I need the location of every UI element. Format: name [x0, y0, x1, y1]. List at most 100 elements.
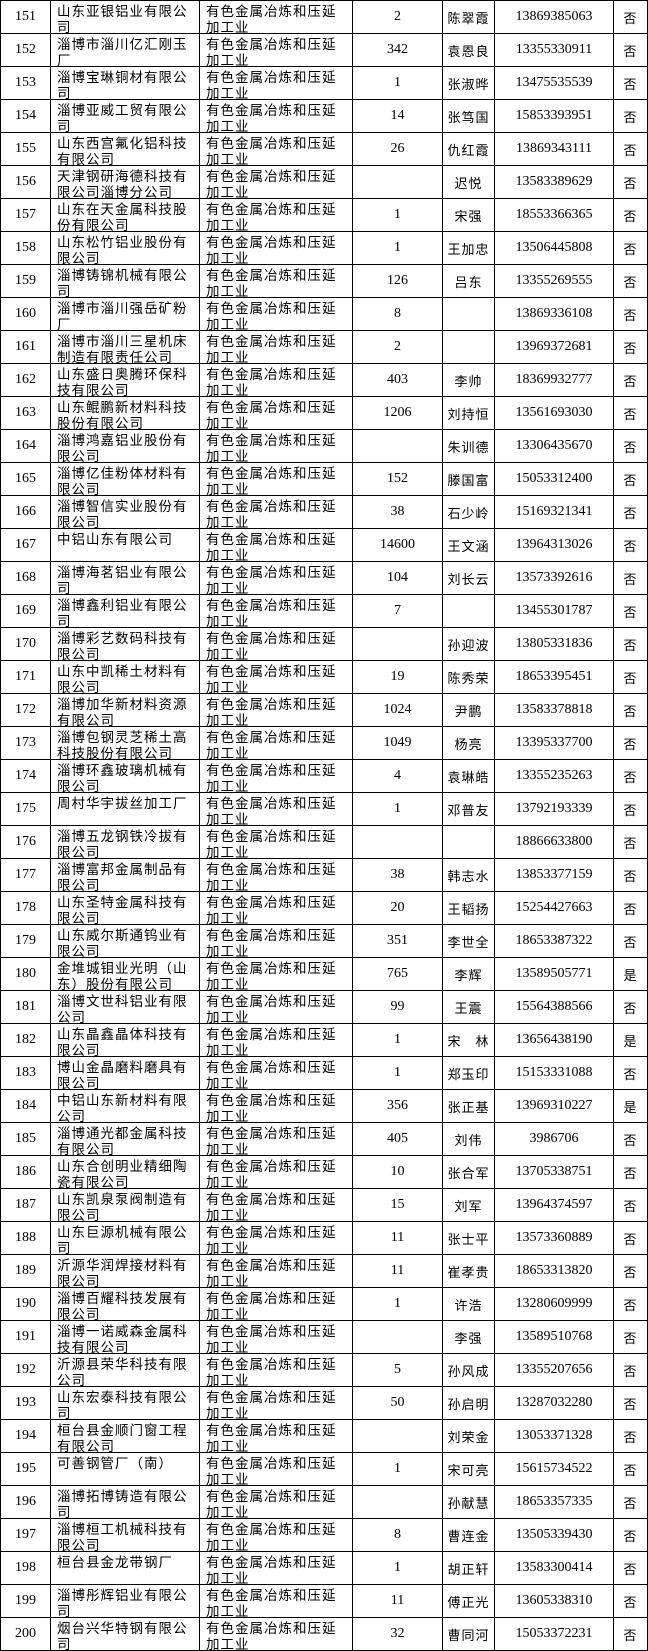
table-row: 193 山东宏泰科技有限公司 有色金属冶炼和压延加工业 50 孙启明 1328703228… [0, 1387, 648, 1420]
count: 1 [353, 1057, 443, 1089]
table-row: 166 淄博智信实业股份有限公司 有色金属冶炼和压延加工业 38 石少岭 15169321… [0, 496, 648, 529]
phone: 18653387322 [495, 925, 614, 957]
flag: 否 [614, 661, 648, 693]
table-row: 173 淄博包钢灵芝稀土高科技股份有限公司 有色金属冶炼和压延加工业 1049 杨亮 13… [0, 727, 648, 760]
company-name: 沂源县荣华科技有限公司 [51, 1354, 200, 1386]
company-name: 桓台县金龙带钢厂 [51, 1552, 200, 1584]
table-row: 195 可善钢管厂（南） 有色金属冶炼和压延加工业 1 宋可亮 15615734522 否 [0, 1453, 648, 1486]
row-number: 155 [0, 133, 51, 165]
table-row: 157 山东在天金属科技股份有限公司 有色金属冶炼和压延加工业 1 宋强 18553366… [0, 199, 648, 232]
industry: 有色金属冶炼和压延加工业 [200, 1123, 353, 1155]
count: 1049 [353, 727, 443, 759]
contact-person: 孙献慧 [443, 1486, 495, 1518]
count: 104 [353, 562, 443, 594]
industry: 有色金属冶炼和压延加工业 [200, 595, 353, 627]
row-number: 166 [0, 496, 51, 528]
count: 11 [353, 1255, 443, 1287]
industry: 有色金属冶炼和压延加工业 [200, 67, 353, 99]
count: 351 [353, 925, 443, 957]
company-name: 淄博百耀科技发展有限公司 [51, 1288, 200, 1320]
contact-person: 宋可亮 [443, 1453, 495, 1485]
count: 20 [353, 892, 443, 924]
count: 38 [353, 496, 443, 528]
industry: 有色金属冶炼和压延加工业 [200, 562, 353, 594]
flag: 否 [614, 463, 648, 495]
count: 405 [353, 1123, 443, 1155]
phone: 13505339430 [495, 1519, 614, 1551]
company-name: 淄博智信实业股份有限公司 [51, 496, 200, 528]
industry: 有色金属冶炼和压延加工业 [200, 826, 353, 858]
phone: 15564388566 [495, 991, 614, 1023]
flag: 否 [614, 1354, 648, 1386]
company-name: 淄博亿佳粉体材料有限公司 [51, 463, 200, 495]
contact-person: 张淑晔 [443, 67, 495, 99]
count: 2 [353, 331, 443, 363]
flag: 否 [614, 265, 648, 297]
row-number: 162 [0, 364, 51, 396]
table-row: 165 淄博亿佳粉体材料有限公司 有色金属冶炼和压延加工业 152 滕国富 1505331… [0, 463, 648, 496]
company-name: 山东巨源机械有限公司 [51, 1222, 200, 1254]
table-row: 171 山东中凯稀土材料有限公司 有色金属冶炼和压延加工业 19 陈秀荣 18653395… [0, 661, 648, 694]
table-row: 163 山东鲲鹏新材料科技股份有限公司 有色金属冶炼和压延加工业 1206 刘持恒 135… [0, 397, 648, 430]
table-row: 159 淄博铸锦机械有限公司 有色金属冶炼和压延加工业 126 吕东 1335526955… [0, 265, 648, 298]
row-number: 174 [0, 760, 51, 792]
contact-person [443, 331, 495, 363]
row-number: 170 [0, 628, 51, 660]
company-name: 淄博五龙钢铁冷拔有限公司 [51, 826, 200, 858]
company-name: 淄博铸锦机械有限公司 [51, 265, 200, 297]
contact-person: 张笃国 [443, 100, 495, 132]
flag: 否 [614, 331, 648, 363]
phone: 13589510768 [495, 1321, 614, 1353]
row-number: 156 [0, 166, 51, 198]
contact-person: 仇红霞 [443, 133, 495, 165]
company-name: 山东中凯稀土材料有限公司 [51, 661, 200, 693]
row-number: 197 [0, 1519, 51, 1551]
count: 1 [353, 1024, 443, 1056]
flag: 否 [614, 1618, 648, 1650]
table-row: 170 淄博彩艺数码科技有限公司 有色金属冶炼和压延加工业 孙迎波 1380533183… [0, 628, 648, 661]
row-number: 181 [0, 991, 51, 1023]
flag: 否 [614, 1255, 648, 1287]
count: 356 [353, 1090, 443, 1122]
industry: 有色金属冶炼和压延加工业 [200, 397, 353, 429]
contact-person: 孙迎波 [443, 628, 495, 660]
table-row: 197 淄博桓工机械科技有限公司 有色金属冶炼和压延加工业 8 曹连金 135053394… [0, 1519, 648, 1552]
phone: 18553366365 [495, 199, 614, 231]
industry: 有色金属冶炼和压延加工业 [200, 1453, 353, 1485]
table-row: 156 天津钢研海德科技有限公司淄博分公司 有色金属冶炼和压延加工业 迟悦 135833… [0, 166, 648, 199]
flag: 否 [614, 298, 648, 330]
table-row: 167 中铝山东有限公司 有色金属冶炼和压延加工业 14600 王文涵 139643130… [0, 529, 648, 562]
flag: 否 [614, 925, 648, 957]
company-name: 桓台县金顺门窗工程有限公司 [51, 1420, 200, 1452]
row-number: 200 [0, 1618, 51, 1650]
table-row: 187 山东凯泉泵阀制造有限公司 有色金属冶炼和压延加工业 15 刘军 139643745… [0, 1189, 648, 1222]
phone: 13306435670 [495, 430, 614, 462]
company-name: 淄博市淄川亿汇刚玉厂 [51, 34, 200, 66]
row-number: 188 [0, 1222, 51, 1254]
phone: 13869336108 [495, 298, 614, 330]
flag: 否 [614, 760, 648, 792]
industry: 有色金属冶炼和压延加工业 [200, 34, 353, 66]
company-name: 山东亚银铝业有限公司 [51, 1, 200, 33]
company-name: 天津钢研海德科技有限公司淄博分公司 [51, 166, 200, 198]
company-name: 中铝山东新材料有限公司 [51, 1090, 200, 1122]
table-row: 172 淄博加华新材料资源有限公司 有色金属冶炼和压延加工业 1024 尹鹏 135833… [0, 694, 648, 727]
flag: 否 [614, 562, 648, 594]
contact-person: 许浩 [443, 1288, 495, 1320]
count: 19 [353, 661, 443, 693]
contact-person: 曹连金 [443, 1519, 495, 1551]
company-name: 淄博桓工机械科技有限公司 [51, 1519, 200, 1551]
industry: 有色金属冶炼和压延加工业 [200, 1, 353, 33]
company-name: 博山金晶磨料磨具有限公司 [51, 1057, 200, 1089]
phone: 13583378818 [495, 694, 614, 726]
industry: 有色金属冶炼和压延加工业 [200, 958, 353, 990]
phone: 15053372231 [495, 1618, 614, 1650]
contact-person: 崔孝贵 [443, 1255, 495, 1287]
phone: 13869385063 [495, 1, 614, 33]
count: 50 [353, 1387, 443, 1419]
table-row: 200 烟台兴华特钢有限公司 有色金属冶炼和压延加工业 32 曹同河 1505337223… [0, 1618, 648, 1651]
phone: 13969372681 [495, 331, 614, 363]
company-name: 山东合创明业精细陶瓷有限公司 [51, 1156, 200, 1188]
table-row: 184 中铝山东新材料有限公司 有色金属冶炼和压延加工业 356 张正基 13969310… [0, 1090, 648, 1123]
